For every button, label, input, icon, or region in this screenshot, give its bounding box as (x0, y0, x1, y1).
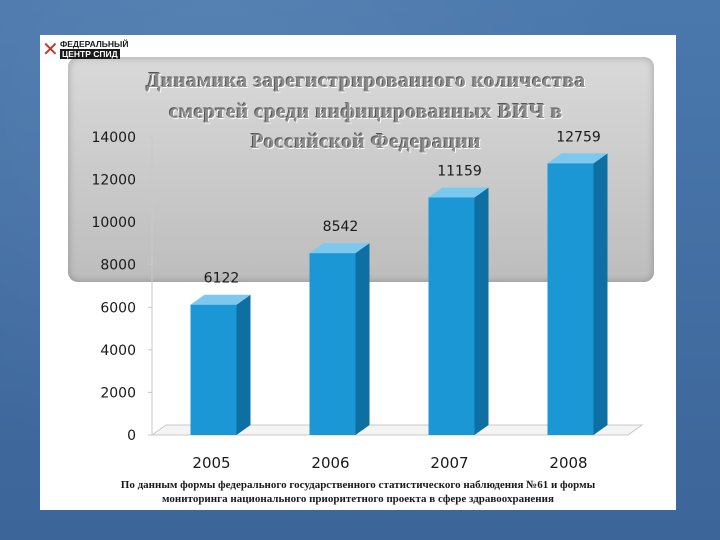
chart-title-line-1: Динамика зарегистрированного количества (146, 68, 586, 92)
data-label: 11159 (437, 163, 482, 179)
source-footnote: По данным формы федерального государстве… (40, 478, 676, 506)
chart-title-line-2: смертей среди инфицированных ВИЧ в (169, 99, 563, 123)
footnote-line-1: По данным формы федерального государстве… (120, 479, 596, 491)
bar-side (474, 187, 489, 435)
x-tick-label: 2006 (311, 454, 349, 472)
x-tick-label: 2007 (430, 454, 468, 472)
bar-2007 (428, 197, 475, 435)
bar-top (309, 243, 370, 254)
y-tick-label: 10000 (91, 215, 136, 231)
data-label: 12759 (556, 129, 601, 145)
y-tick-label: 0 (127, 428, 136, 444)
x-tick-label: 2008 (549, 454, 587, 472)
federal-aids-center-logo: ✕ ФЕДЕРАЛЬНЫЙ ЦЕНТР СПИД (42, 37, 129, 61)
x-tick-label: 2005 (192, 454, 230, 472)
y-tick-label: 8000 (100, 258, 136, 274)
y-tick-label: 14000 (91, 130, 136, 146)
logo-line-1: ФЕДЕРАЛЬНЫЙ (60, 39, 129, 49)
bar-side (593, 153, 608, 435)
logo-text: ФЕДЕРАЛЬНЫЙ ЦЕНТР СПИД (60, 39, 129, 59)
footnote-line-2: мониторинга национального приоритетного … (162, 493, 554, 505)
bar-side (236, 294, 251, 435)
red-ribbon-icon: ✕ (42, 37, 59, 61)
data-label: 8542 (323, 219, 359, 235)
bar-top (547, 153, 608, 164)
bar-2008 (547, 163, 594, 435)
bar-side (355, 243, 370, 435)
bar-top (190, 294, 251, 305)
logo-line-2: ЦЕНТР СПИД (60, 49, 120, 59)
bar-2006 (309, 253, 356, 435)
y-tick-label: 4000 (100, 343, 136, 359)
y-tick-label: 2000 (100, 385, 136, 401)
y-tick-label: 12000 (91, 173, 136, 189)
chart-title-line-3: Российской Федерации (250, 129, 482, 153)
data-label: 6122 (204, 271, 240, 287)
y-tick-label: 6000 (100, 300, 136, 316)
bar-2005 (190, 304, 237, 435)
bar-top (428, 187, 489, 198)
